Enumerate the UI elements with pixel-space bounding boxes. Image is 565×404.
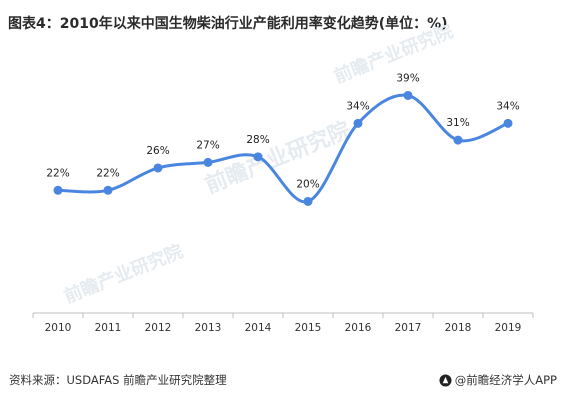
data-point [153,163,163,173]
brand-text: @前瞻经济学人APP [454,373,557,387]
data-label: 28% [246,134,269,146]
data-point [53,185,63,195]
x-tick-label: 2010 [45,322,72,334]
x-tick-label: 2017 [395,322,422,334]
data-point [503,118,513,128]
footer: 资料来源：USDAFAS 前瞻产业研究院整理 @前瞻经济学人APP [0,370,565,392]
x-tick-label: 2012 [145,322,172,334]
data-label: 31% [446,117,469,129]
qianzhan-logo-icon [439,373,452,387]
x-tick-label: 2011 [95,322,122,334]
data-point [403,90,413,100]
x-tick-label: 2019 [495,322,522,334]
data-label: 22% [96,167,119,179]
data-point [453,135,463,145]
data-point [253,152,263,162]
x-tick-label: 2016 [345,322,372,334]
data-label: 22% [46,167,69,179]
x-tick-label: 2014 [245,322,272,334]
data-point [353,118,363,128]
x-tick-label: 2018 [445,322,472,334]
data-label: 34% [496,100,519,112]
data-point [203,157,213,167]
chart-title: 图表4：2010年以来中国生物柴油行业产能利用率变化趋势(单位：%) [8,16,448,32]
data-label: 27% [196,139,219,151]
data-label: 39% [396,72,419,84]
data-label: 20% [296,178,319,190]
series-line [56,93,510,204]
data-point [103,185,113,195]
x-tick-label: 2015 [295,322,322,334]
line-chart: 2010 2011 2012 2013 2014 2015 2016 2017 2018 2019… [32,72,534,334]
data-label: 26% [146,145,169,157]
x-tick-label: 2013 [195,322,222,334]
data-point [303,196,313,206]
source-note: 资料来源：USDAFAS 前瞻产业研究院整理 [9,373,227,387]
brand-credit: @前瞻经济学人APP [439,372,557,388]
data-label: 34% [346,100,369,112]
